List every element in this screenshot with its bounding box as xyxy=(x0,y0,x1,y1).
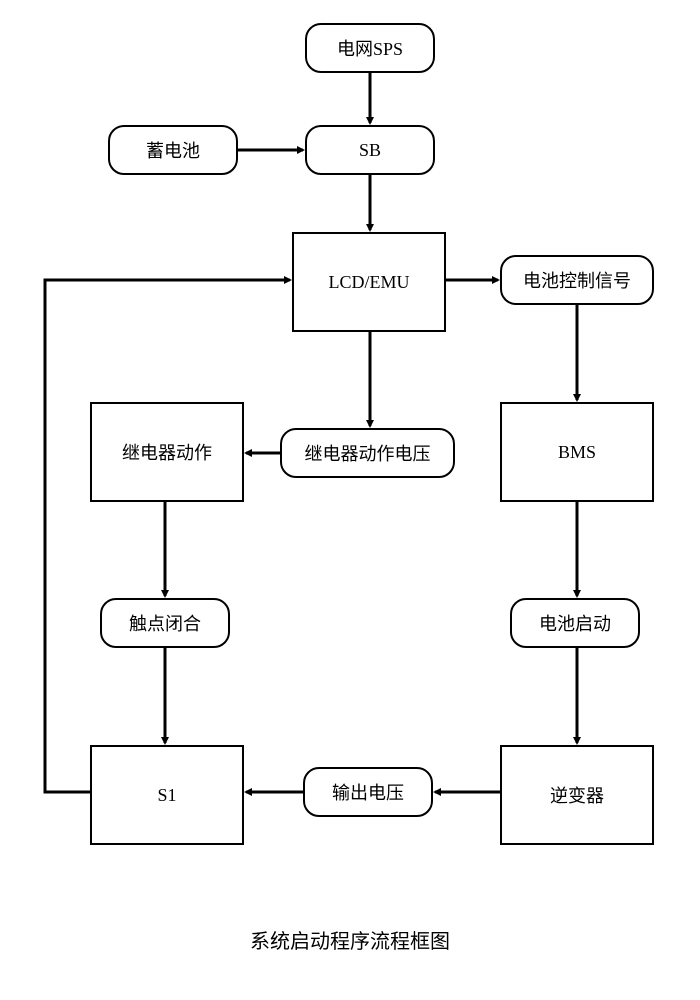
node-out-voltage: 输出电压 xyxy=(303,767,433,817)
node-sb: SB xyxy=(305,125,435,175)
node-sps: 电网SPS xyxy=(305,23,435,73)
node-lcd-emu: LCD/EMU xyxy=(292,232,446,332)
diagram-caption: 系统启动程序流程框图 xyxy=(0,925,700,954)
node-contact-close: 触点闭合 xyxy=(100,598,230,648)
node-battery: 蓄电池 xyxy=(108,125,238,175)
node-relay-voltage: 继电器动作电压 xyxy=(280,428,455,478)
node-ctrl-sig: 电池控制信号 xyxy=(500,255,654,305)
node-s1: S1 xyxy=(90,745,244,845)
edge-s1-lcd xyxy=(45,280,290,792)
node-inverter: 逆变器 xyxy=(500,745,654,845)
node-batt-start: 电池启动 xyxy=(510,598,640,648)
node-relay-action: 继电器动作 xyxy=(90,402,244,502)
node-bms: BMS xyxy=(500,402,654,502)
